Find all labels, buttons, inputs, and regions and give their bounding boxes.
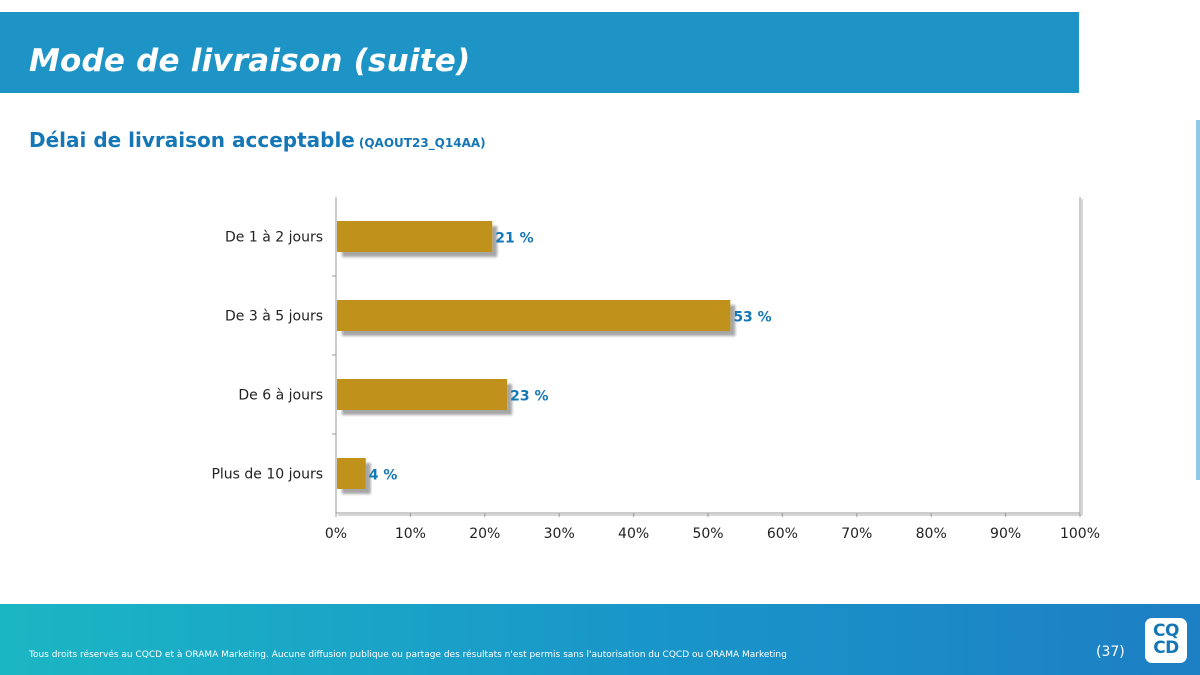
cqcd-logo: CQ CD [1145,618,1187,663]
logo-text-top: CQ [1153,621,1179,641]
footer-bar: Tous droits réservés au CQCD et à ORAMA … [0,604,1200,675]
category-label: De 1 à 2 jours [225,230,323,246]
bar [337,379,508,410]
x-tick-label: 0% [325,526,347,542]
x-tick-label: 70% [841,526,872,542]
chart-title: Délai de livraison acceptable (QAOUT23_Q1… [29,128,486,152]
x-tick-label: 10% [395,526,426,542]
x-tick-label: 30% [544,526,575,542]
data-label: 4 % [369,468,398,484]
x-tick-label: 90% [990,526,1021,542]
page-number: (37) [1096,644,1125,660]
category-label: De 6 à jours [238,388,323,404]
data-label: 23 % [510,389,548,405]
page-title: Mode de livraison (suite) [29,43,471,79]
category-label: Plus de 10 jours [211,467,323,483]
x-tick-label: 100% [1060,526,1100,542]
question-code: (QAOUT23_Q14AA) [358,136,486,150]
x-tick-label: 60% [767,526,798,542]
header-bar: Mode de livraison (suite) [0,12,1079,93]
bar [337,221,493,252]
x-tick-label: 40% [618,526,649,542]
bar-chart: 0% 10% 20% 30% 40% 50% 60% 70% 80% 90% 100% De 1 à … [211,197,1100,542]
bar [337,300,731,331]
copyright-text: Tous droits réservés au CQCD et à ORAMA … [29,650,787,660]
x-tick-label: 50% [692,526,723,542]
data-label: 53 % [733,310,771,326]
bar [337,458,366,489]
x-tick-label: 20% [469,526,500,542]
chart-title-main: Délai de livraison acceptable [29,128,355,152]
category-label: De 3 à 5 jours [225,309,323,325]
x-tick-label: 80% [916,526,947,542]
data-label: 21 % [495,231,533,247]
edge-accent [1196,120,1200,480]
logo-text-bottom: CD [1153,638,1179,658]
